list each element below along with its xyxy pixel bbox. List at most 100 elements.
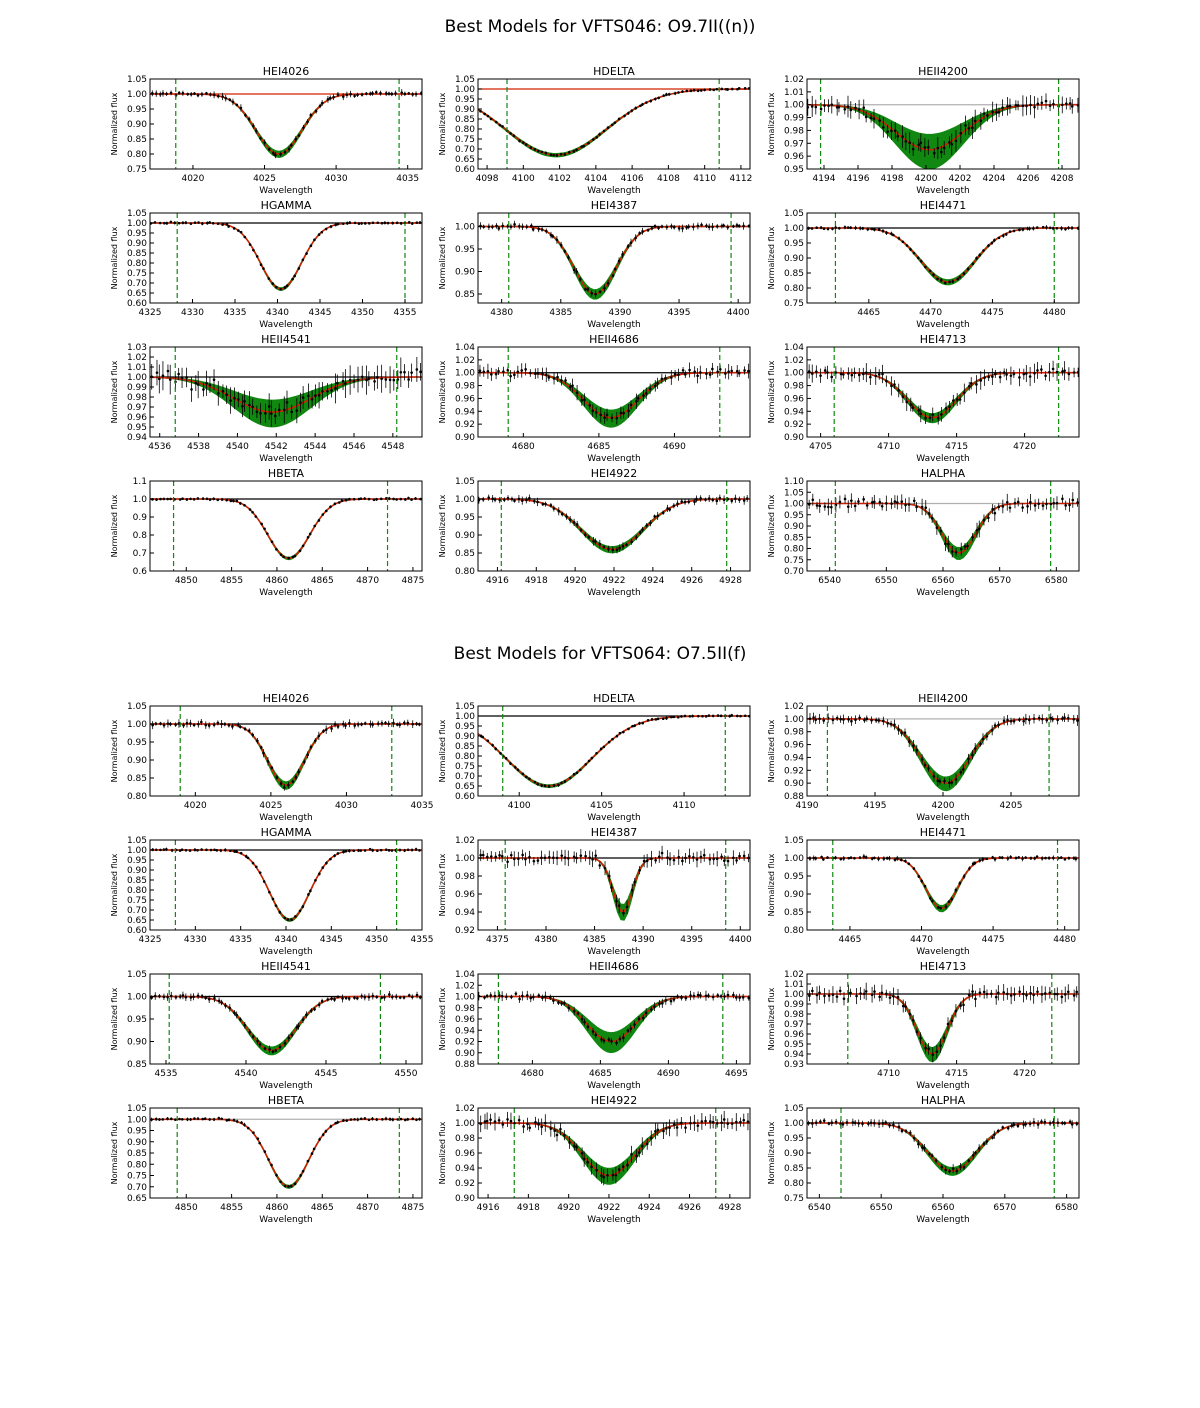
data-point: [555, 154, 559, 157]
y-tick-label: 0.80: [455, 125, 475, 135]
data-point: [747, 224, 750, 228]
data-point: [232, 499, 235, 503]
y-tick-label: 0.85: [455, 742, 475, 752]
data-point: [255, 865, 258, 869]
data-point: [944, 407, 948, 410]
panel-hei4026-1: 4020 4025 4030 40350.750.800.850.900.951.00…: [110, 65, 423, 196]
data-point: [1025, 104, 1028, 108]
data-point: [724, 372, 727, 375]
data-point: [564, 379, 567, 382]
data-point: [978, 859, 982, 862]
data-point: [904, 859, 907, 863]
data-point: [290, 918, 293, 922]
data-point: [931, 413, 935, 416]
data-point: [348, 849, 351, 853]
plot-area: [807, 213, 1079, 303]
data-point: [874, 374, 878, 378]
data-point: [959, 771, 963, 774]
data-point: [973, 861, 977, 865]
data-point: [831, 993, 835, 997]
data-point: [630, 540, 633, 544]
data-point: [1024, 717, 1028, 721]
y-tick-label: 0.95: [127, 423, 147, 433]
data-point: [971, 262, 975, 266]
data-point: [934, 1159, 938, 1162]
best-model-line: [807, 718, 1079, 784]
x-axis-label: Wavelength: [916, 1215, 969, 1225]
y-tick-label: 0.85: [784, 269, 804, 279]
y-axis-label: Normalized flux: [110, 1121, 119, 1184]
data-point: [900, 1129, 904, 1133]
model-band: [150, 1118, 422, 1189]
data-point: [415, 722, 418, 726]
x-tick-label: 4102: [548, 174, 571, 184]
y-tick-label: 1.05: [127, 970, 147, 980]
data-point: [336, 995, 340, 999]
x-tick-label: 4380: [535, 935, 558, 945]
data-point: [948, 1169, 951, 1173]
data-point: [615, 416, 619, 420]
data-point: [579, 768, 582, 772]
data-point: [617, 1168, 621, 1171]
y-tick-label: 0.80: [784, 545, 804, 555]
y-tick-label: 0.99: [127, 383, 147, 393]
data-point: [664, 999, 668, 1002]
data-point: [1001, 505, 1005, 508]
data-point: [722, 498, 726, 502]
y-tick-label: 0.90: [127, 866, 147, 876]
data-point: [700, 1120, 704, 1123]
data-point: [520, 369, 524, 372]
data-point: [256, 1137, 260, 1140]
data-point: [274, 904, 278, 907]
data-point: [865, 717, 869, 720]
data-point: [309, 244, 313, 248]
model-line: [478, 372, 750, 414]
data-point: [602, 1039, 606, 1043]
data-point: [640, 1144, 644, 1148]
data-point: [344, 850, 347, 853]
best-model-line: [150, 723, 422, 787]
data-point: [994, 995, 998, 999]
model-band: [150, 93, 422, 159]
data-point: [928, 1152, 931, 1156]
data-point: [1040, 101, 1044, 105]
x-tick-label: 4920: [557, 1203, 580, 1213]
data-point: [602, 545, 606, 549]
y-tick-label: 0.85: [127, 1060, 147, 1070]
data-point: [838, 226, 841, 230]
x-tick-label: 4110: [673, 801, 696, 811]
data-point: [950, 550, 954, 553]
data-point: [948, 405, 951, 409]
data-point: [159, 722, 162, 725]
data-point: [189, 1118, 192, 1121]
plot-area: [150, 347, 422, 437]
y-tick-label: 0.95: [455, 513, 475, 523]
data-point: [870, 227, 874, 231]
data-point: [549, 153, 553, 157]
data-point: [810, 105, 814, 108]
data-point: [823, 505, 827, 508]
data-point: [258, 1043, 262, 1046]
data-point: [485, 855, 489, 859]
data-point: [371, 994, 375, 998]
panel-halpha-2: 6540 6550 6560 6570 65800.750.800.850.900.95…: [767, 1094, 1080, 1225]
data-point: [1060, 103, 1064, 107]
data-point: [696, 714, 700, 718]
data-point: [722, 1118, 726, 1121]
data-point: [294, 776, 298, 779]
model-line: [478, 226, 750, 292]
data-point: [549, 503, 553, 507]
data-point: [693, 370, 696, 374]
data-point: [493, 994, 497, 998]
panel-hbeta-2: 4850 4855 4860 4865 4870 48750.650.700.750.80…: [110, 1094, 424, 1225]
model-line: [150, 1118, 422, 1189]
data-point: [347, 997, 351, 1000]
data-point: [718, 496, 722, 500]
data-point: [888, 856, 891, 860]
x-tick-label: 4340: [266, 308, 289, 318]
data-point: [1014, 856, 1018, 860]
data-point: [270, 1163, 273, 1167]
data-point: [384, 378, 388, 381]
data-point: [900, 731, 903, 735]
data-point: [1028, 375, 1032, 378]
